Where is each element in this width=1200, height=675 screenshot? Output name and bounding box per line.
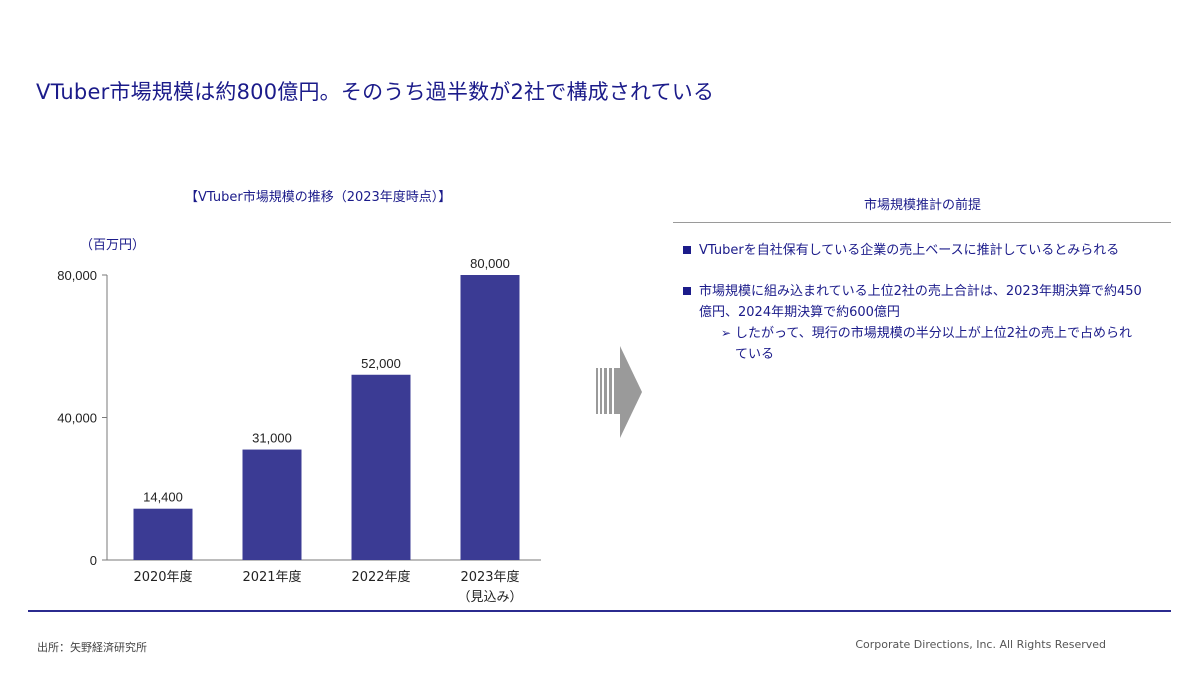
source-note: 出所：矢野経済研究所 (37, 641, 147, 654)
copyright-note: Corporate Directions, Inc. All Rights Re… (855, 638, 1106, 651)
premise-sub-bullet: ➢ したがって、現行の市場規模の半分以上が上位2社の売上で占められ ている (699, 323, 1173, 365)
bar (133, 508, 193, 560)
page-title: VTuber市場規模は約800億円。そのうち過半数が2社で構成されている (36, 80, 715, 104)
premise-bullet-text: VTuberを自社保有している企業の売上ベースに推計しているとみられる (699, 243, 1120, 258)
chart-title: 【VTuber市場規模の推移（2023年度時点）】 (185, 190, 452, 205)
bar-chart: 0 40,000 80,000 14,400 2020年度 31,000 2021年度 52,… (57, 256, 541, 605)
square-bullet-icon (683, 246, 691, 254)
premise-bullet: 市場規模に組み込まれている上位2社の売上合計は、2023年期決算で約450 億円… (683, 281, 1173, 365)
premise-sub-bullet-text-line: ている (735, 347, 775, 362)
bar (242, 449, 302, 560)
premise-bullet-text-line: 億円、2024年期決算で約600億円 (699, 305, 900, 320)
x-tick-label: 2022年度 (351, 569, 410, 585)
y-tick-label: 0 (90, 553, 97, 568)
y-tick-label: 40,000 (57, 411, 97, 426)
arrowhead-bullet-icon: ➢ (721, 326, 732, 340)
x-tick-label: 2023年度 (460, 569, 519, 585)
chart-unit-label: （百万円） (80, 238, 146, 253)
bar (351, 374, 411, 560)
premise-divider (673, 222, 1171, 223)
premise-bullet-list: VTuberを自社保有している企業の売上ベースに推計しているとみられる 市場規模… (683, 240, 1173, 365)
premise-bullet: VTuberを自社保有している企業の売上ベースに推計しているとみられる (683, 240, 1173, 261)
x-tick-sublabel: （見込み） (457, 590, 522, 605)
bar-value-label: 31,000 (252, 431, 292, 446)
bar-value-label: 52,000 (361, 356, 401, 371)
footer-divider (28, 610, 1171, 612)
square-bullet-icon (683, 287, 691, 295)
premise-title: 市場規模推計の前提 (863, 198, 981, 213)
bar-value-label: 80,000 (470, 256, 510, 271)
y-tick-label: 80,000 (57, 268, 97, 283)
premise-sub-bullet-text-line: したがって、現行の市場規模の半分以上が上位2社の売上で占められ (735, 326, 1132, 341)
bar (460, 275, 520, 560)
premise-bullet-text-line: 市場規模に組み込まれている上位2社の売上合計は、2023年期決算で約450 (699, 284, 1142, 299)
x-tick-label: 2021年度 (242, 569, 301, 585)
x-tick-label: 2020年度 (133, 569, 192, 585)
right-arrow-icon (596, 346, 642, 438)
bar-value-label: 14,400 (143, 490, 183, 505)
